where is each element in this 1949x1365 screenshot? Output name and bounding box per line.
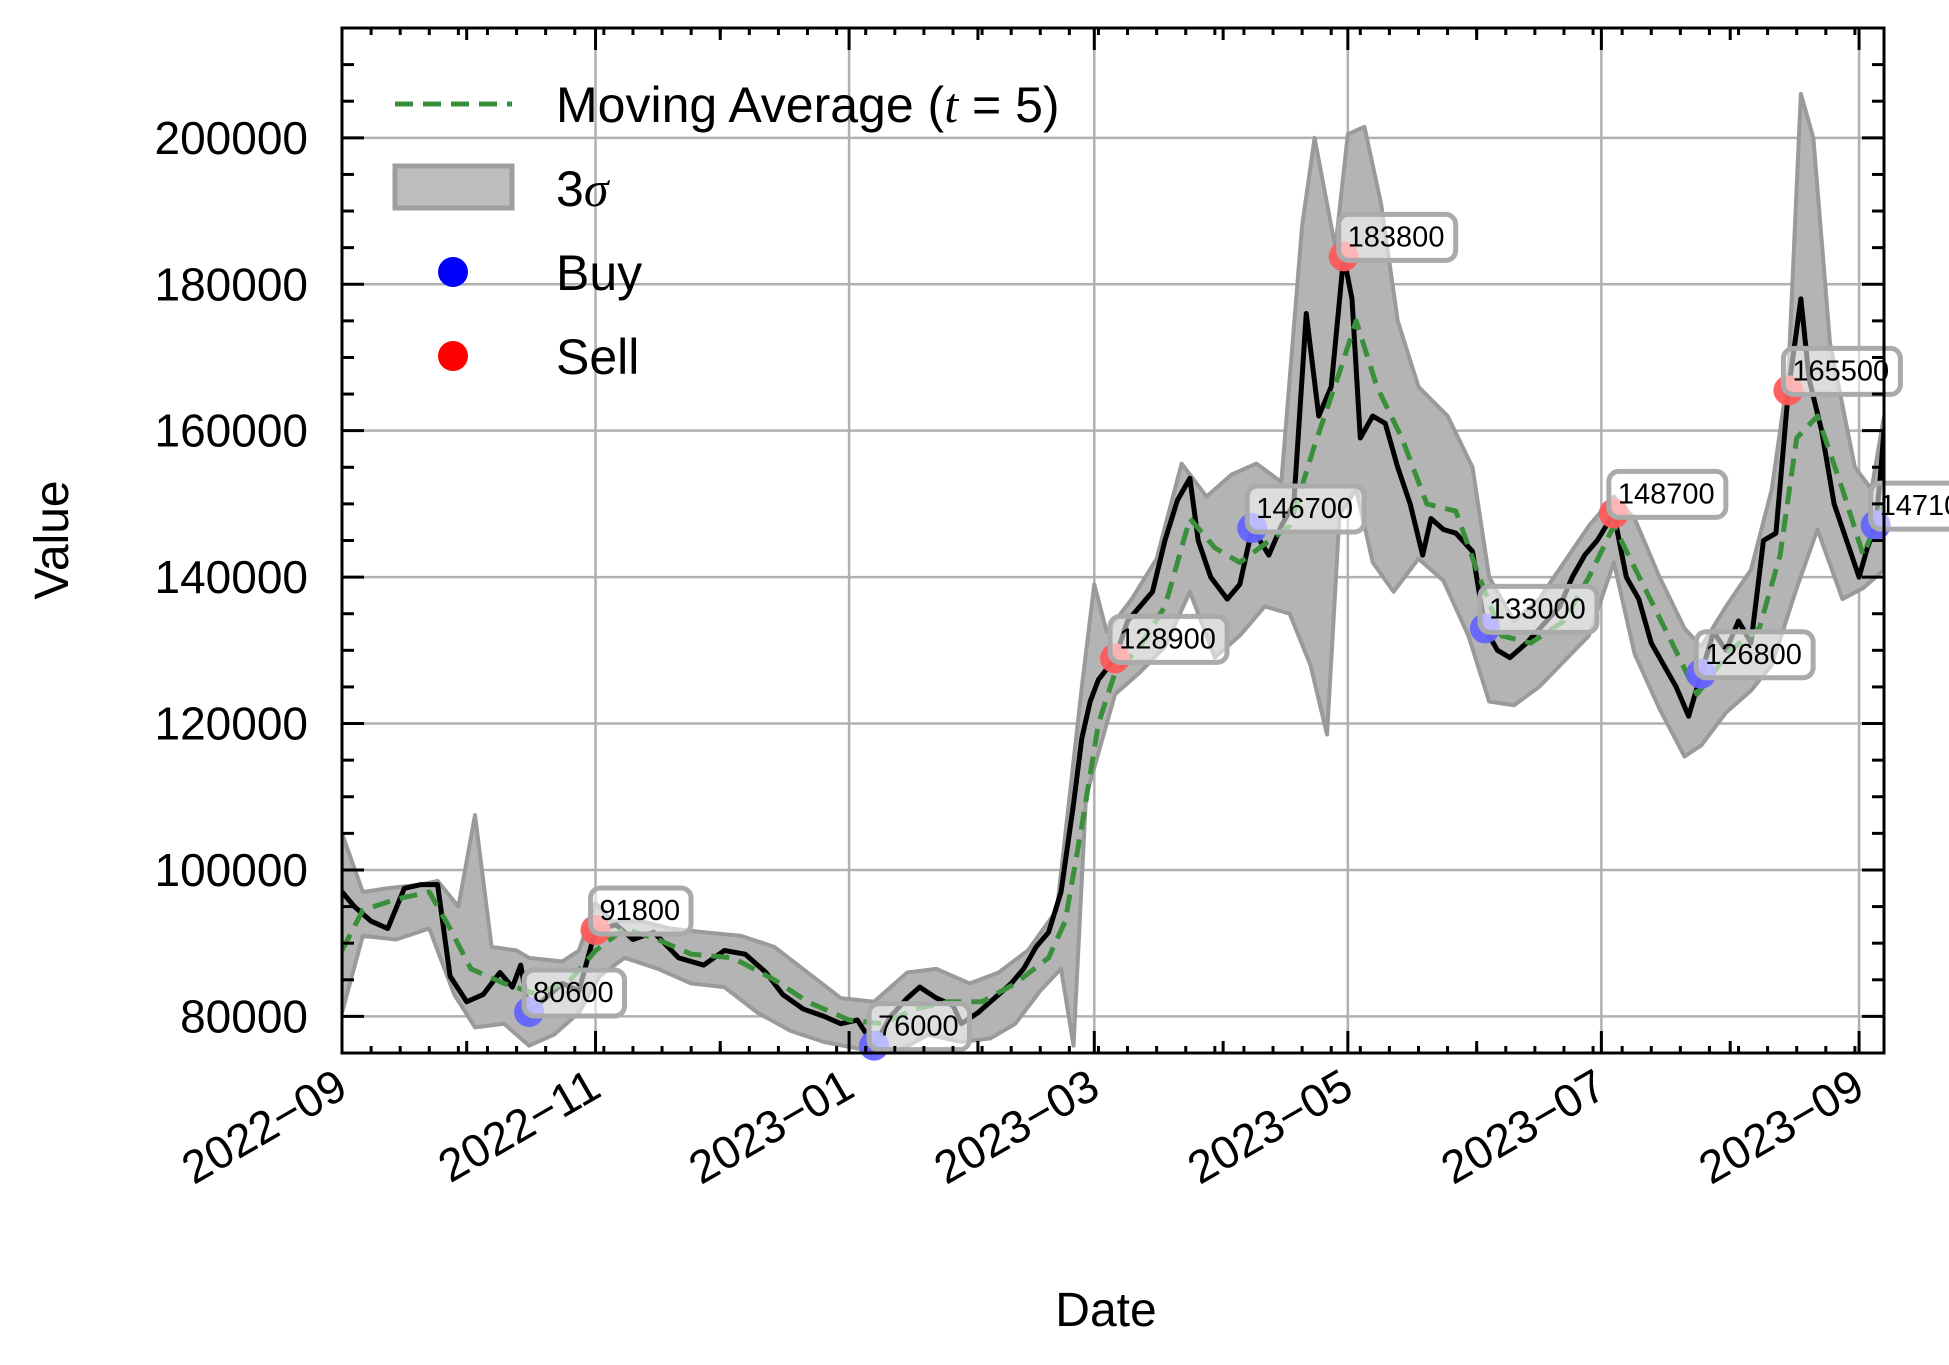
sell-label-5: 183800 bbox=[1348, 221, 1445, 253]
legend-swatch-band bbox=[392, 163, 515, 211]
sell-label-box-9 bbox=[1780, 345, 1903, 397]
buy-label-0: 80600 bbox=[533, 977, 614, 1009]
y-tick-label-5: 180000 bbox=[155, 258, 309, 310]
trade-annotations: 80600 91800 76000 128900 146700 183800 133000 1… bbox=[521, 211, 1949, 1053]
buy-label-box-2 bbox=[866, 1001, 973, 1053]
buy-label-box-6 bbox=[1477, 583, 1600, 635]
y-tick-label-1: 100000 bbox=[155, 844, 309, 896]
legend-swatch-sell bbox=[438, 341, 468, 371]
buy-label-2: 76000 bbox=[878, 1011, 959, 1043]
legend-label-buy: Buy bbox=[556, 245, 642, 301]
sell-label-box-1 bbox=[588, 885, 694, 937]
y-tick-label-3: 140000 bbox=[155, 551, 309, 603]
buy-label-box-4 bbox=[1244, 483, 1367, 535]
buy-label-8: 126800 bbox=[1705, 639, 1802, 671]
legend-label-band: 3σ bbox=[556, 161, 611, 217]
axis-ticks bbox=[340, 26, 1884, 1055]
sell-label-7: 148700 bbox=[1618, 478, 1715, 510]
buy-label-box-10 bbox=[1868, 480, 1949, 532]
buy-label-6: 133000 bbox=[1489, 593, 1586, 625]
sell-label-1: 91800 bbox=[600, 895, 681, 927]
y-tick-label-6: 200000 bbox=[155, 112, 309, 164]
legend-label-sell: Sell bbox=[556, 329, 639, 385]
y-tick-labels: 80000 100000 120000 140000 160000 180000 20000… bbox=[155, 112, 309, 1043]
x-axis-title: Date bbox=[1055, 1284, 1156, 1337]
y-axis-title: Value bbox=[26, 480, 79, 599]
moving-average-line bbox=[342, 318, 1884, 1027]
legend-label-moving-average: Moving Average (t = 5) bbox=[556, 77, 1060, 133]
sell-label-3: 128900 bbox=[1119, 623, 1216, 655]
y-tick-label-4: 160000 bbox=[155, 405, 309, 457]
legend: Moving Average (t = 5) 3σ Buy Sell bbox=[392, 77, 1060, 385]
y-tick-label-2: 120000 bbox=[155, 698, 309, 750]
buy-label-10: 147100 bbox=[1880, 490, 1949, 522]
buy-label-4: 146700 bbox=[1256, 493, 1353, 525]
sell-label-box-3 bbox=[1107, 613, 1230, 665]
sell-label-9: 165500 bbox=[1792, 355, 1889, 387]
y-tick-label-0: 80000 bbox=[180, 990, 308, 1042]
buy-label-box-8 bbox=[1693, 629, 1816, 681]
buy-label-box-0 bbox=[521, 967, 628, 1019]
sell-label-box-7 bbox=[1606, 468, 1729, 520]
moving-average-layer bbox=[342, 318, 1884, 1027]
legend-swatch-buy bbox=[438, 257, 468, 287]
sell-label-box-5 bbox=[1336, 211, 1459, 263]
